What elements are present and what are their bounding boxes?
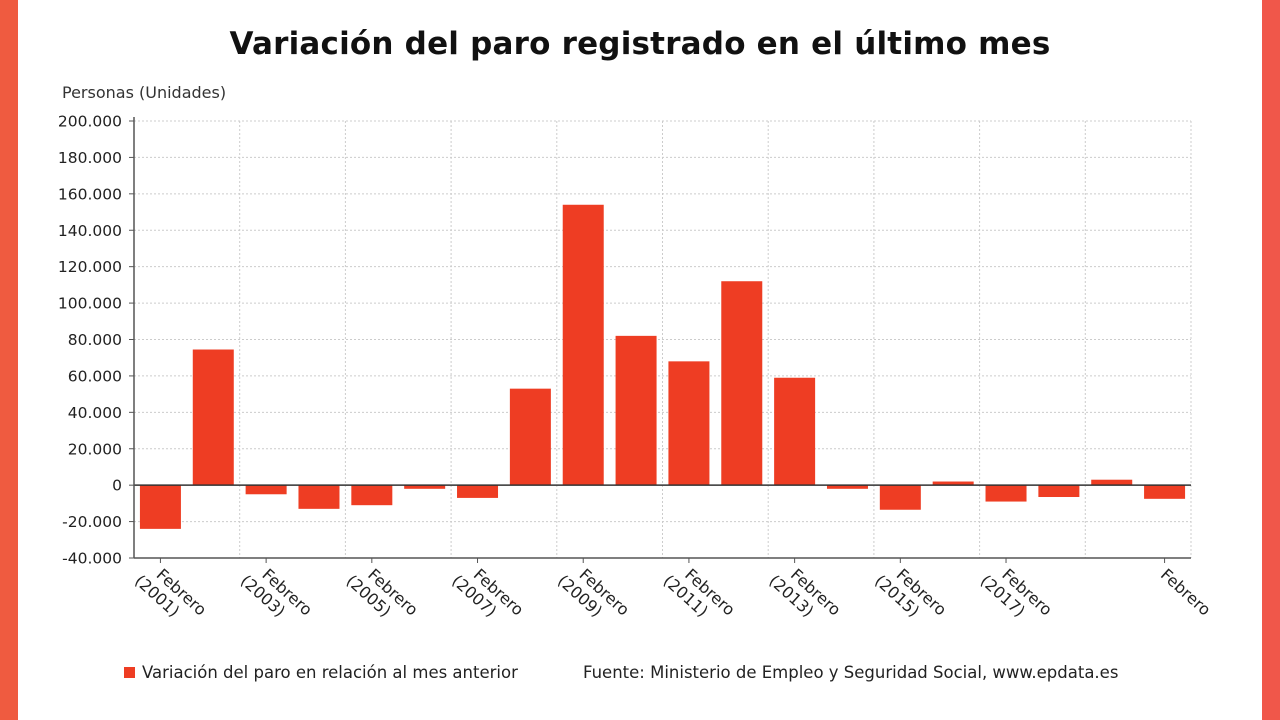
y-tick-label: 0 [112, 477, 122, 495]
bar [404, 485, 446, 489]
y-tick-label: 60.000 [68, 367, 122, 385]
bar [879, 485, 921, 510]
bar [985, 485, 1027, 502]
bar [192, 349, 234, 486]
right-accent-strip [1262, 0, 1280, 720]
y-tick-label: -40.000 [62, 550, 122, 568]
x-tick-label: Febrero(2003) [237, 557, 316, 634]
y-tick-label: 20.000 [68, 440, 122, 458]
bar [457, 485, 499, 498]
bar [668, 361, 710, 486]
left-accent-strip [0, 0, 18, 720]
x-tick-label: Febrero(2013) [765, 557, 844, 634]
x-tick-label: Febrero(2015) [871, 557, 950, 634]
y-tick-label: 120.000 [58, 258, 122, 276]
bar [1091, 479, 1133, 486]
legend-swatch [124, 667, 135, 678]
bar [245, 485, 287, 495]
bar [826, 485, 868, 489]
bar [932, 481, 974, 486]
x-tick-label-line: Febrero [1157, 565, 1215, 620]
bar [721, 281, 763, 486]
legend: Variación del paro en relación al mes an… [124, 663, 518, 682]
bar [1144, 485, 1186, 499]
y-tick-label: 160.000 [58, 185, 122, 203]
y-tick-label: 40.000 [68, 404, 122, 422]
chart-title: Variación del paro registrado en el últi… [229, 26, 1051, 62]
x-tick-label: Febrero(2011) [660, 557, 739, 634]
source-note: Fuente: Ministerio de Empleo y Seguridad… [583, 663, 1119, 682]
y-tick-label: -20.000 [62, 513, 122, 531]
x-tick-label: Febrero [1157, 565, 1215, 620]
bar [298, 485, 340, 509]
bar [615, 335, 657, 486]
y-axis-label: Personas (Unidades) [62, 83, 227, 102]
bar [562, 204, 604, 486]
y-tick-label: 180.000 [58, 149, 122, 167]
bar [509, 388, 551, 486]
x-tick-label: Febrero(2007) [448, 557, 527, 634]
bar [774, 377, 816, 486]
x-tick-label: Febrero(2009) [554, 557, 633, 634]
x-tick-label: Febrero(2001) [131, 557, 210, 634]
y-tick-label: 200.000 [58, 113, 122, 131]
bar [351, 485, 393, 506]
y-tick-label: 100.000 [58, 295, 122, 313]
legend-label: Variación del paro en relación al mes an… [142, 663, 518, 682]
x-tick-label: Febrero(2017) [977, 557, 1056, 634]
x-tick-label: Febrero(2005) [343, 557, 422, 634]
y-tick-label: 80.000 [68, 331, 122, 349]
y-tick-label: 140.000 [58, 222, 122, 240]
bar [1038, 485, 1080, 498]
bar [139, 485, 181, 529]
